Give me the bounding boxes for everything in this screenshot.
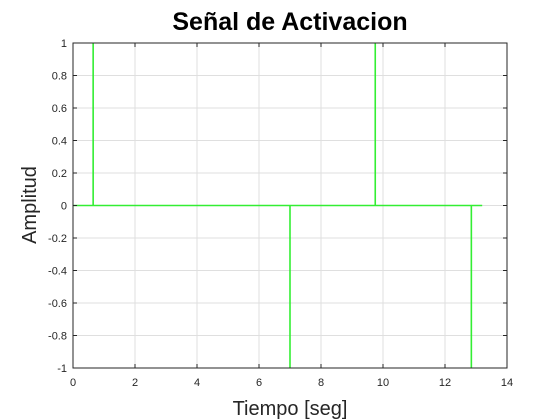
- y-tick-label: 0.2: [52, 168, 67, 180]
- x-tick-label: 4: [194, 377, 200, 389]
- x-tick-label: 10: [377, 377, 389, 389]
- y-tick-label: -0.8: [48, 331, 67, 343]
- y-tick-label: 0.6: [52, 103, 67, 115]
- y-tick-label: 0: [61, 201, 67, 213]
- x-axis-ticks: 0 2 4 6 8 10 12 14: [70, 43, 513, 389]
- y-tick-label: 0.8: [52, 71, 67, 83]
- chart-title: Señal de Activacion: [172, 8, 407, 36]
- y-tick-label: -0.4: [48, 266, 67, 278]
- x-tick-label: 0: [70, 377, 76, 389]
- x-tick-label: 12: [439, 377, 451, 389]
- x-axis-label: Tiempo [seg]: [233, 398, 348, 420]
- series-line-activation-signal: [73, 43, 483, 368]
- y-tick-label: -1: [57, 363, 67, 375]
- y-tick-label: -0.2: [48, 233, 67, 245]
- x-tick-label: 2: [132, 377, 138, 389]
- y-tick-label: 1: [61, 38, 67, 50]
- y-tick-label: 0.4: [52, 136, 67, 148]
- x-tick-label: 14: [501, 377, 513, 389]
- y-axis-ticks: 1 0.8 0.6 0.4 0.2 0 -0.2 -0.4 -0.6 -0.8 -1: [48, 38, 507, 375]
- series-layer: [73, 43, 483, 368]
- y-axis-label: Amplitud: [19, 166, 41, 244]
- y-tick-label: -0.6: [48, 298, 67, 310]
- x-tick-label: 6: [256, 377, 262, 389]
- x-tick-label: 8: [318, 377, 324, 389]
